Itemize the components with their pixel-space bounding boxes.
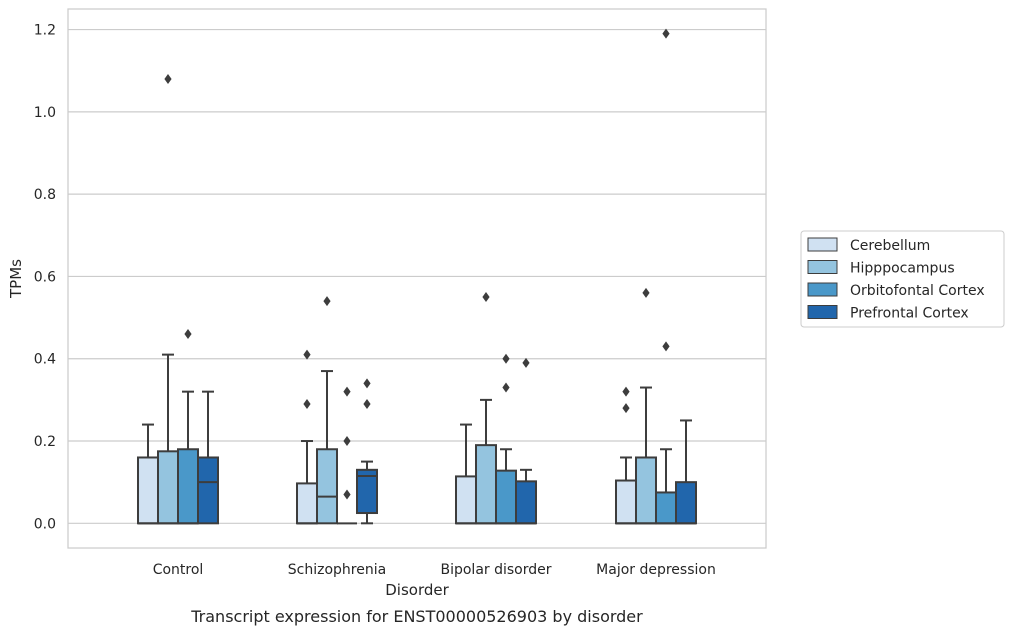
x-tick-label: Schizophrenia xyxy=(288,562,386,578)
box xyxy=(675,481,697,525)
y-tick-label: 0.8 xyxy=(34,187,56,203)
box xyxy=(655,491,677,525)
box-plot xyxy=(675,419,697,525)
outlier-point xyxy=(662,28,670,39)
box xyxy=(137,456,159,525)
outlier-point xyxy=(642,287,650,298)
legend: Cerebellum Hipppocampus Orbitofontal Corte… xyxy=(800,230,1005,328)
outlier-point xyxy=(343,386,351,397)
box xyxy=(157,450,179,525)
box xyxy=(495,469,517,525)
chart-caption: Transcript expression for ENST0000052690… xyxy=(190,607,643,626)
legend-swatch xyxy=(807,237,838,252)
y-tick-label: 1.0 xyxy=(34,105,56,121)
legend-swatch xyxy=(807,282,838,297)
box xyxy=(296,482,318,525)
box-plot xyxy=(296,349,318,525)
box xyxy=(515,480,537,525)
box-plot xyxy=(455,423,477,525)
box-plot xyxy=(316,296,338,525)
legend-label: Orbitofontal Cortex xyxy=(850,283,985,299)
outlier-point xyxy=(343,436,351,447)
legend-label: Cerebellum xyxy=(850,238,930,254)
y-axis-title: TPMs xyxy=(7,259,25,299)
outlier-point xyxy=(323,296,331,307)
box xyxy=(615,479,637,525)
box xyxy=(316,448,338,525)
outlier-point xyxy=(522,357,530,368)
outlier-point xyxy=(164,73,172,84)
x-tick-label: Bipolar disorder xyxy=(440,562,551,578)
outlier-point xyxy=(303,349,311,360)
legend-swatch xyxy=(807,305,838,319)
outlier-point xyxy=(502,382,510,393)
outlier-point xyxy=(184,329,192,340)
x-tick-label: Major depression xyxy=(596,562,716,578)
legend-swatch xyxy=(807,260,838,274)
legend-frame xyxy=(800,230,1005,328)
x-tick-labels: Control Schizophrenia Bipolar disorder Majo… xyxy=(153,562,716,578)
x-tick-label: Control xyxy=(153,562,204,578)
box xyxy=(475,444,497,525)
box-plot xyxy=(356,378,378,525)
box-plots xyxy=(137,28,697,525)
outlier-point xyxy=(363,398,371,409)
outlier-point xyxy=(622,403,630,414)
outlier-point xyxy=(622,386,630,397)
box-plot xyxy=(137,423,159,525)
box-plot xyxy=(475,292,497,525)
outlier-point xyxy=(363,378,371,389)
y-tick-label: 0.4 xyxy=(34,352,56,368)
box xyxy=(635,456,657,525)
box-plot xyxy=(515,357,537,525)
gridlines xyxy=(68,28,766,524)
outlier-point xyxy=(482,292,490,303)
y-tick-label: 0.6 xyxy=(34,269,56,285)
legend-items: Cerebellum Hipppocampus Orbitofontal Corte… xyxy=(807,237,985,322)
y-tick-label: 1.2 xyxy=(34,23,56,39)
box-plot xyxy=(495,353,517,525)
outlier-point xyxy=(502,353,510,364)
y-tick-labels: 0.0 0.2 0.4 0.6 0.8 1.0 1.2 xyxy=(34,23,56,533)
outlier-point xyxy=(343,489,351,500)
box xyxy=(356,468,378,515)
box-plot xyxy=(197,390,219,525)
box xyxy=(177,448,199,525)
y-tick-label: 0.2 xyxy=(34,434,56,450)
plot-frame xyxy=(67,8,767,549)
outlier-point xyxy=(303,398,311,409)
box-plot xyxy=(337,386,357,525)
outlier-point xyxy=(662,341,670,352)
y-tick-label: 0.0 xyxy=(34,516,56,532)
box-plot xyxy=(157,73,179,525)
legend-label: Prefrontal Cortex xyxy=(850,306,969,322)
box-plot xyxy=(635,287,657,525)
x-axis-title: Disorder xyxy=(385,581,449,599)
legend-label: Hipppocampus xyxy=(850,261,955,277)
box xyxy=(455,475,477,525)
box-plot xyxy=(615,386,637,525)
box xyxy=(197,456,219,525)
